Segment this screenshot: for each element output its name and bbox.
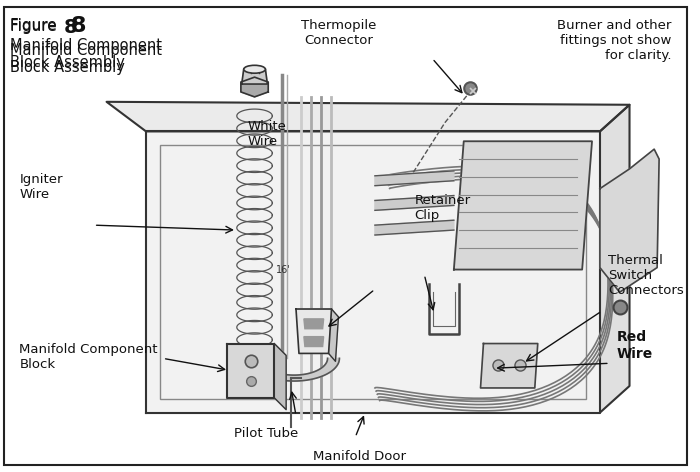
Text: Retainer
Clip: Retainer Clip bbox=[414, 194, 470, 222]
Polygon shape bbox=[241, 77, 268, 97]
Text: White
Wire: White Wire bbox=[247, 119, 286, 148]
Polygon shape bbox=[241, 69, 267, 84]
Text: Manifold Door: Manifold Door bbox=[313, 450, 406, 463]
Text: Manifold Component
Block Assembly: Manifold Component Block Assembly bbox=[10, 42, 162, 75]
Text: Manifold Component
Block Assembly: Manifold Component Block Assembly bbox=[10, 38, 162, 70]
Text: Figure: Figure bbox=[10, 19, 62, 34]
Text: Red
Wire: Red Wire bbox=[617, 330, 653, 361]
Polygon shape bbox=[106, 102, 629, 131]
Text: 8: 8 bbox=[71, 16, 87, 36]
Polygon shape bbox=[304, 319, 323, 329]
Ellipse shape bbox=[244, 65, 265, 73]
Text: Igniter
Wire: Igniter Wire bbox=[20, 173, 63, 201]
Text: Thermopile
Connector: Thermopile Connector bbox=[301, 19, 376, 48]
Bar bbox=[160, 145, 586, 399]
Polygon shape bbox=[454, 141, 592, 270]
Polygon shape bbox=[600, 105, 629, 413]
Polygon shape bbox=[146, 131, 600, 413]
Polygon shape bbox=[600, 149, 659, 292]
Text: Thermal
Switch
Connectors: Thermal Switch Connectors bbox=[608, 254, 683, 297]
Polygon shape bbox=[375, 171, 454, 185]
Text: 16': 16' bbox=[276, 264, 291, 275]
Polygon shape bbox=[328, 309, 338, 361]
Polygon shape bbox=[480, 344, 538, 388]
Polygon shape bbox=[248, 358, 340, 381]
Text: Pilot Tube: Pilot Tube bbox=[234, 427, 298, 440]
Polygon shape bbox=[304, 337, 323, 346]
Text: Figure: Figure bbox=[10, 18, 62, 33]
Text: 8: 8 bbox=[64, 18, 77, 37]
Polygon shape bbox=[274, 344, 286, 410]
Text: Burner and other
fittings not show
for clarity.: Burner and other fittings not show for c… bbox=[557, 19, 671, 62]
Polygon shape bbox=[251, 72, 258, 73]
Polygon shape bbox=[296, 309, 332, 354]
Polygon shape bbox=[227, 344, 274, 398]
Polygon shape bbox=[375, 195, 454, 211]
Polygon shape bbox=[375, 220, 454, 235]
Text: Manifold Component
Block: Manifold Component Block bbox=[20, 343, 158, 371]
